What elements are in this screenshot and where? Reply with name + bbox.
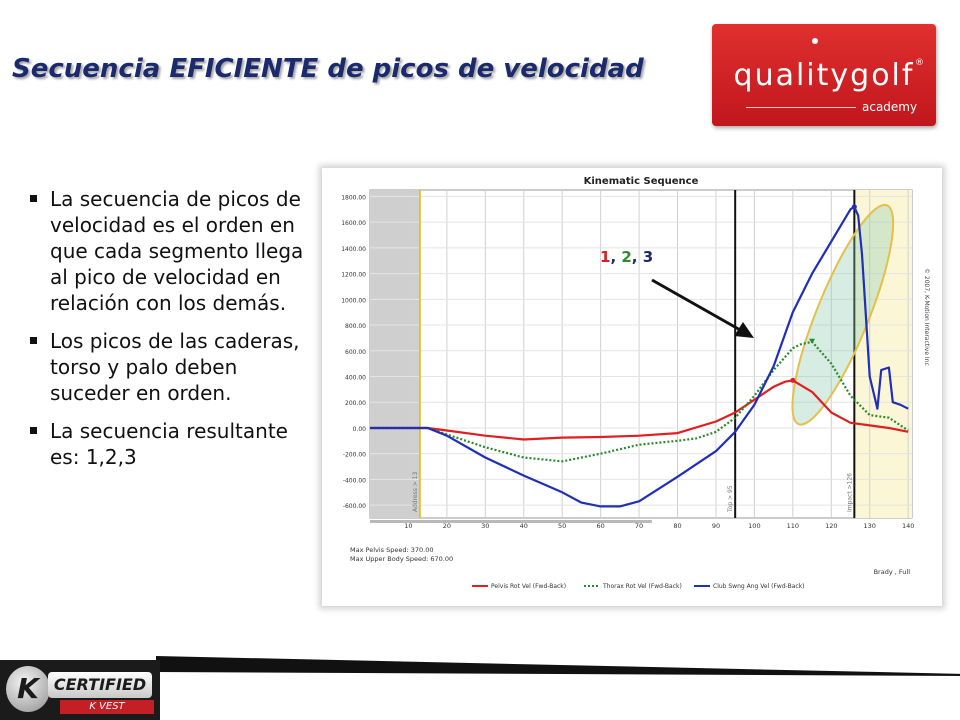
logo-rule — [746, 107, 856, 108]
x-tick-label: 90 — [712, 522, 720, 530]
y-tick-label: 1800.00 — [341, 194, 366, 201]
y-tick-label: 1400.00 — [341, 246, 366, 253]
chart-stat-text: Max Pelvis Speed: 370.00 — [350, 546, 433, 554]
event-marker-label: Address > 13 — [412, 471, 419, 512]
series-peak-marker — [809, 338, 816, 344]
legend-label: Club Swng Ang Vel (Fwd-Back) — [713, 583, 805, 590]
y-tick-label: 200.00 — [345, 400, 366, 407]
logo-sub-text: academy — [862, 100, 918, 114]
logo-dot — [812, 38, 818, 44]
bullet-item: La secuencia de picos de velocidad es el… — [28, 186, 318, 316]
y-tick-label: 1200.00 — [341, 272, 366, 279]
address-shade — [370, 190, 420, 518]
quality-golf-logo: qualitygolf ® academy — [712, 24, 936, 126]
x-tick-label: 40 — [520, 522, 528, 530]
bullet-item: Los picos de las caderas, torso y palo d… — [28, 328, 318, 406]
x-tick-label: 110 — [787, 522, 799, 530]
x-tick-label: 30 — [481, 522, 489, 530]
series-line — [370, 205, 909, 508]
annotation-arrow-head — [734, 322, 754, 338]
slide-title: Secuencia EFICIENTE de picos de velocida… — [12, 54, 644, 84]
badge-k-emblem: K — [6, 666, 50, 712]
series-peak-marker — [790, 377, 796, 383]
logo-main-text: qualitygolf — [733, 58, 915, 93]
logo-registered-mark: ® — [915, 58, 924, 68]
chart-frame: 1800.00 1600.00 1400.00 1200.00 1000.00 800.0… — [322, 168, 942, 606]
sequence-annotation-part: 3 — [643, 248, 653, 266]
sequence-annotation-part: 2 — [621, 248, 631, 266]
chart-stat-text: Max Upper Body Speed: 670.00 — [350, 555, 453, 563]
y-tick-label: 600.00 — [345, 349, 366, 356]
x-tick-label: 140 — [902, 522, 914, 530]
x-tick-label: 120 — [825, 522, 837, 530]
sequence-annotation-part: , — [610, 248, 621, 266]
chart-copyright: © 2007, K-Motion Interactive Inc — [923, 268, 930, 366]
series-line — [370, 379, 909, 441]
x-tick-label: 80 — [673, 522, 681, 530]
x-tick-label: 50 — [558, 522, 566, 530]
x-tick-label: 20 — [443, 522, 451, 530]
badge-kvest-label: K VEST — [60, 700, 154, 714]
finish-shade — [854, 190, 912, 518]
legend-label: Pelvis Rot Vel (Fwd-Back) — [491, 583, 566, 590]
kinematic-sequence-chart: 1800.001600.001400.001200.001000.00800.0… — [341, 176, 930, 590]
event-marker-label: Impact >126 — [846, 473, 853, 512]
decorative-stripe — [156, 656, 960, 676]
y-tick-label: -600.00 — [343, 503, 366, 510]
timeline-scroll-strip — [370, 520, 652, 523]
bullet-list: La secuencia de picos de velocidad es el… — [28, 186, 318, 482]
y-tick-label: 1000.00 — [341, 297, 366, 304]
y-tick-label: 0.00 — [353, 426, 367, 433]
sequence-annotation-part: , — [632, 248, 643, 266]
sequence-annotation: 1, 2, 3 — [600, 248, 653, 266]
x-tick-label: 130 — [864, 522, 876, 530]
chart-footer-label: Brady , Full — [874, 568, 911, 576]
badge-certified-label: CERTIFIED — [48, 672, 152, 698]
annotation-arrow-shaft — [651, 278, 743, 333]
legend-label: Thorax Rot Vel (Fwd-Back) — [602, 583, 682, 590]
series-peak-marker — [851, 204, 857, 210]
series-line — [370, 340, 909, 463]
sequence-annotation-part: 1 — [600, 248, 610, 266]
x-tick-label: 10 — [404, 522, 412, 530]
event-marker-label: Top > 95 — [727, 485, 734, 513]
x-tick-label: 60 — [596, 522, 604, 530]
y-tick-label: 1600.00 — [341, 220, 366, 227]
y-tick-label: -400.00 — [343, 477, 366, 484]
y-tick-label: 800.00 — [345, 323, 366, 330]
bullet-item: La secuencia resultante es: 1,2,3 — [28, 418, 318, 470]
y-tick-label: 400.00 — [345, 375, 366, 382]
chart-title: Kinematic Sequence — [584, 176, 699, 187]
x-tick-label: 100 — [748, 522, 760, 530]
x-tick-label: 70 — [635, 522, 643, 530]
y-tick-label: -200.00 — [343, 452, 366, 459]
